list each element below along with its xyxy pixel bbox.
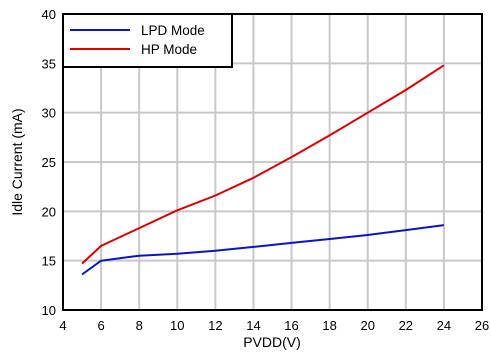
y-tick-label: 35 xyxy=(42,56,56,71)
y-tick-label: 40 xyxy=(42,7,56,22)
x-tick-label: 4 xyxy=(59,318,66,333)
x-tick-label: 16 xyxy=(284,318,298,333)
legend: LPD Mode HP Mode xyxy=(62,13,233,68)
y-tick-label: 20 xyxy=(42,204,56,219)
x-axis-label: PVDD(V) xyxy=(243,334,301,350)
series-line-hp-mode xyxy=(81,64,445,265)
x-tick-labels: 4 6 8 10 12 14 16 18 20 22 24 26 xyxy=(59,318,489,333)
x-tick-label: 8 xyxy=(136,318,143,333)
x-tick-label: 10 xyxy=(170,318,184,333)
x-tick-label: 26 xyxy=(475,318,489,333)
y-tick-label: 30 xyxy=(42,106,56,121)
x-tick-label: 14 xyxy=(246,318,260,333)
y-tick-label: 15 xyxy=(42,254,56,269)
legend-label-hp: HP Mode xyxy=(141,42,197,57)
x-tick-label: 12 xyxy=(208,318,222,333)
legend-label-lpd: LPD Mode xyxy=(141,23,205,38)
series-line-lpd-mode xyxy=(81,224,445,276)
x-tick-label: 24 xyxy=(437,318,451,333)
y-tick-labels: 10 15 20 25 30 35 40 xyxy=(42,7,56,318)
plot-frame xyxy=(62,13,483,311)
series-layer xyxy=(81,64,445,276)
y-tick-label: 10 xyxy=(42,303,56,318)
y-tick-label: 25 xyxy=(42,155,56,170)
x-tick-label: 6 xyxy=(97,318,104,333)
x-tick-label: 20 xyxy=(360,318,374,333)
x-tick-label: 22 xyxy=(399,318,413,333)
legend-box xyxy=(62,13,233,68)
grid-lines xyxy=(63,14,482,310)
x-tick-label: 18 xyxy=(322,318,336,333)
y-axis-label: Idle Current (mA) xyxy=(9,108,25,215)
